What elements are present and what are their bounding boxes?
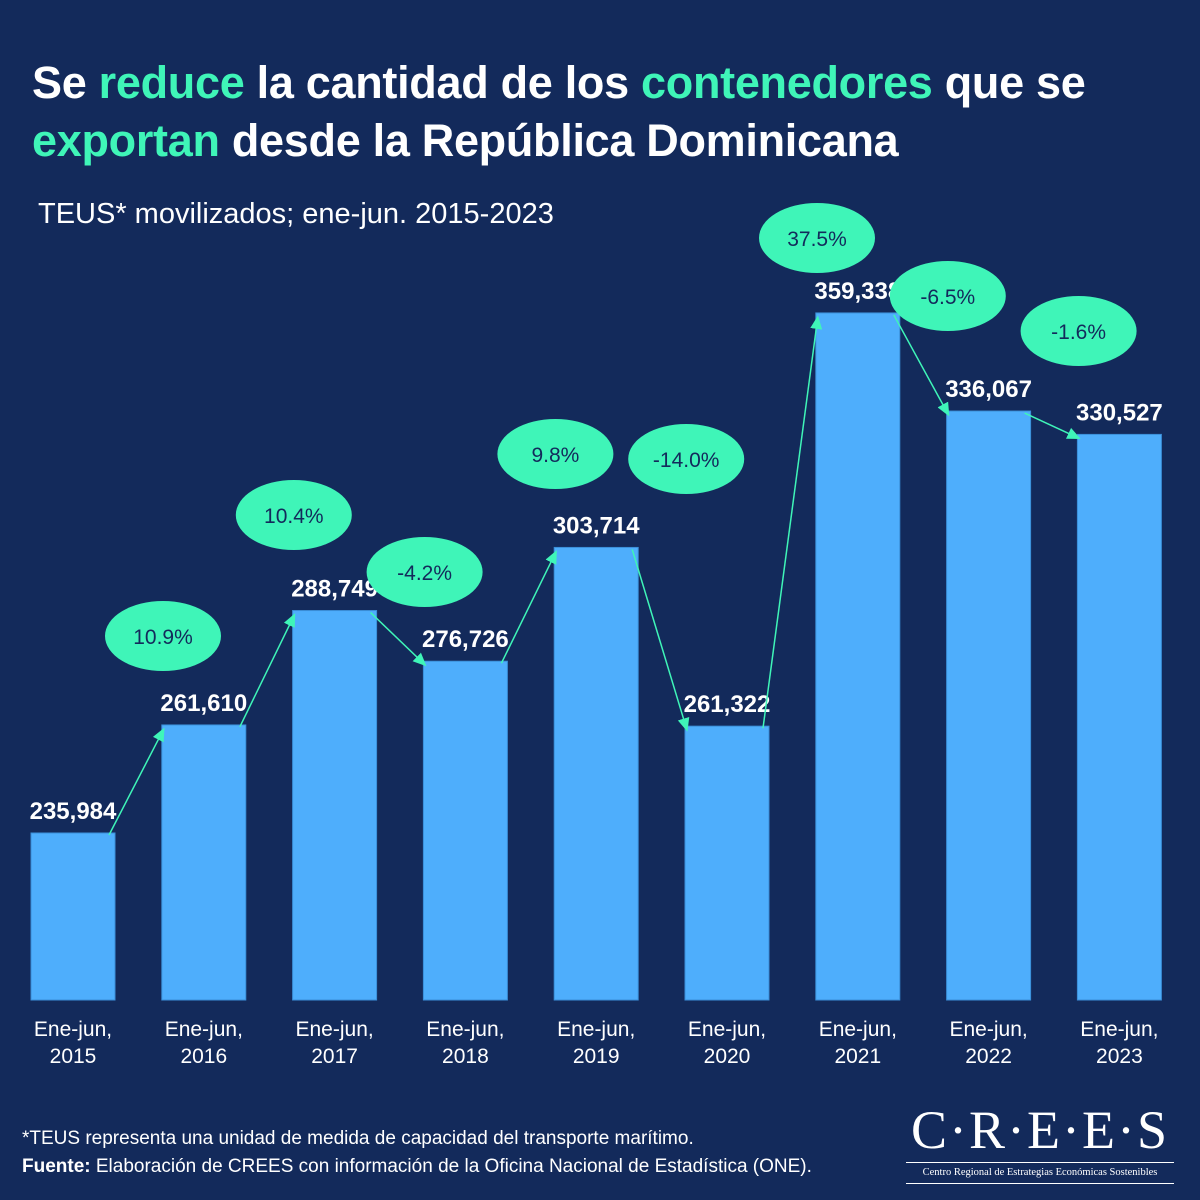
x-tick-label: 2016	[180, 1045, 227, 1068]
title-text: desde la República Dominicana	[219, 115, 899, 166]
bar	[815, 312, 901, 1001]
value-label: 330,527	[1076, 399, 1163, 426]
x-tick-label: Ene-jun,	[295, 1018, 373, 1041]
x-tick-label: Ene-jun,	[949, 1018, 1027, 1041]
title-text: Se	[32, 57, 99, 108]
x-tick-label: 2021	[834, 1045, 881, 1068]
x-tick-label: 2023	[1096, 1045, 1143, 1068]
change-label: 9.8%	[531, 444, 579, 467]
change-label: 10.4%	[264, 505, 324, 528]
logo-divider	[906, 1183, 1174, 1184]
bar	[161, 724, 247, 1001]
change-arrow	[893, 314, 950, 417]
chart-title: Se reduce la cantidad de los contenedore…	[32, 54, 1172, 170]
title-text: que se	[932, 57, 1086, 108]
bar	[946, 410, 1032, 1001]
value-label: 235,984	[30, 798, 117, 825]
change-arrow	[631, 549, 690, 732]
change-bubble	[366, 537, 483, 607]
x-tick-label: Ene-jun,	[426, 1018, 504, 1041]
title-highlight: contenedores	[641, 57, 933, 108]
value-label: 261,322	[684, 691, 771, 718]
x-tick-label: 2017	[311, 1045, 358, 1068]
change-arrow	[1024, 412, 1081, 440]
change-label: 37.5%	[787, 228, 847, 251]
source-text: Elaboración de CREES con información de …	[90, 1156, 812, 1177]
x-tick-label: Ene-jun,	[34, 1018, 112, 1041]
change-arrow	[370, 611, 427, 667]
logo-divider	[906, 1162, 1174, 1163]
bar	[684, 725, 770, 1001]
crees-logo: C·R·E·E·S Centro Regional de Estrategias…	[900, 1100, 1180, 1186]
bar	[1076, 433, 1162, 1001]
change-bubble	[628, 424, 745, 494]
bar	[422, 660, 508, 1001]
value-label: 288,749	[291, 576, 378, 603]
chart-subtitle: TEUS* movilizados; ene-jun. 2015-2023	[38, 198, 554, 230]
logo-name: C·R·E·E·S	[911, 1100, 1169, 1160]
change-arrow	[500, 550, 557, 664]
x-tick-label: Ene-jun,	[557, 1018, 635, 1041]
change-bubble	[105, 601, 221, 671]
change-label: -4.2%	[397, 562, 452, 585]
value-label: 276,726	[422, 626, 509, 653]
change-bubble	[235, 480, 352, 550]
change-bubble	[889, 261, 1006, 331]
value-label: 261,610	[160, 690, 247, 717]
change-arrow	[108, 727, 165, 836]
x-tick-label: 2020	[704, 1045, 751, 1068]
change-bubble	[1020, 296, 1137, 366]
change-arrow	[762, 315, 823, 729]
change-label: -6.5%	[920, 286, 975, 309]
change-label: -14.0%	[653, 449, 720, 472]
source-label: Fuente:	[22, 1156, 91, 1177]
change-label: 10.9%	[133, 626, 193, 649]
value-label: 303,714	[553, 512, 640, 539]
bar	[30, 832, 116, 1001]
x-tick-label: Ene-jun,	[1080, 1018, 1158, 1041]
title-highlight: exportan	[32, 115, 220, 166]
x-tick-label: Ene-jun,	[819, 1018, 897, 1041]
footnote: *TEUS representa una unidad de medida de…	[22, 1128, 694, 1149]
logo-full-name: Centro Regional de Estrategias Económica…	[922, 1167, 1158, 1178]
change-bubble	[759, 203, 875, 273]
x-tick-label: Ene-jun,	[165, 1018, 243, 1041]
source-note: Fuente: Elaboración de CREES con informa…	[22, 1156, 812, 1178]
x-tick-label: 2019	[573, 1045, 620, 1068]
x-tick-label: 2015	[50, 1045, 97, 1068]
change-bubble	[497, 419, 614, 489]
title-highlight: reduce	[98, 57, 245, 108]
value-label: 359,338	[814, 278, 901, 305]
x-tick-label: 2018	[442, 1045, 489, 1068]
x-tick-label: Ene-jun,	[688, 1018, 766, 1041]
value-label: 336,067	[945, 376, 1032, 403]
change-arrow	[239, 613, 296, 728]
x-tick-label: 2022	[965, 1045, 1012, 1068]
bar	[553, 546, 639, 1001]
change-label: -1.6%	[1051, 321, 1106, 344]
title-text: la cantidad de los	[244, 57, 642, 108]
bar	[292, 610, 378, 1001]
